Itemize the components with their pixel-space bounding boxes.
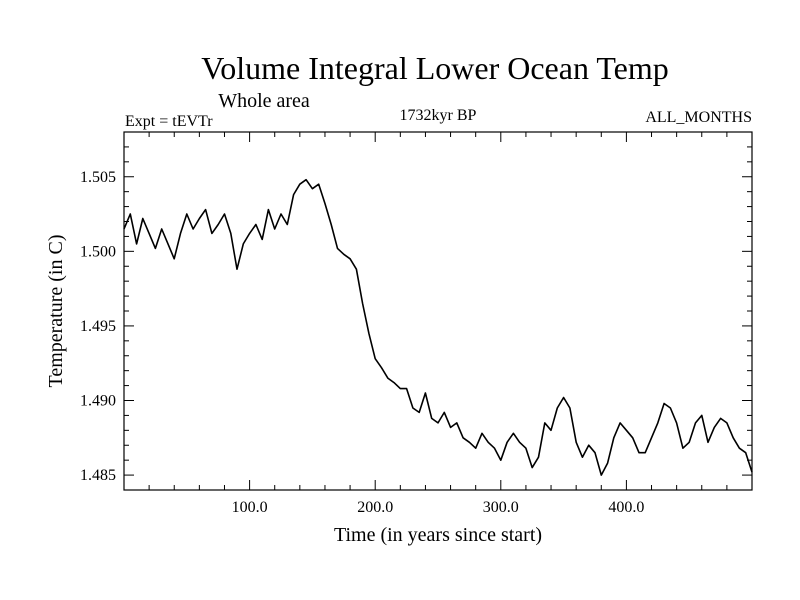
x-tick-label: 300.0 [483,499,519,516]
period-label: 1732kyr BP [400,107,477,124]
x-tick-label: 100.0 [232,499,268,516]
months-label: ALL_MONTHS [645,109,752,126]
y-axis: 1.485 1.490 1.495 1.500 1.505 [80,146,752,484]
chart-subtitle: Whole area [218,90,310,112]
temperature-series-line [123,178,753,476]
y-tick-label: 1.500 [80,243,116,260]
y-tick-label: 1.485 [80,467,116,484]
x-axis-label: Time (in years since start) [334,524,542,546]
y-axis-label: Temperature (in C) [45,235,67,388]
x-tick-label: 400.0 [608,499,644,516]
y-tick-label: 1.495 [80,318,116,335]
y-tick-label: 1.490 [80,393,116,410]
chart-title: Volume Integral Lower Ocean Temp [201,50,669,86]
experiment-label: Expt = tEVTr [125,113,213,130]
plot-frame [123,131,753,491]
x-axis: 100.0 200.0 300.0 400.0 [148,132,728,516]
y-tick-label: 1.505 [80,169,116,186]
x-tick-label: 200.0 [357,499,393,516]
